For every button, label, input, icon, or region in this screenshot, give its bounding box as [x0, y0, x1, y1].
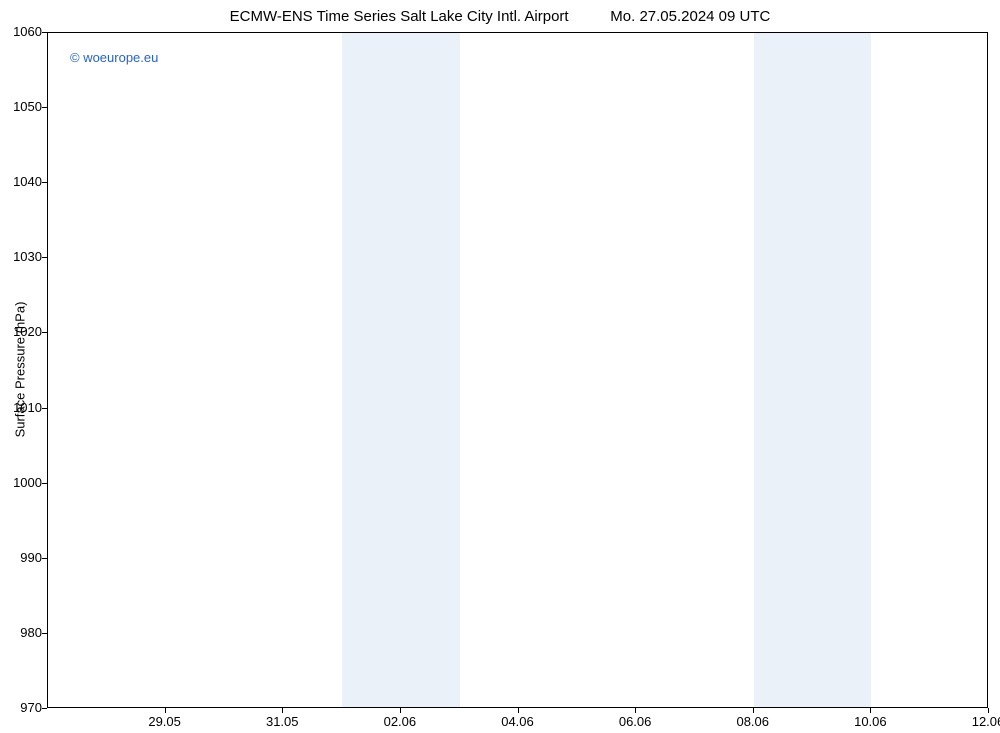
y-tick-mark	[42, 708, 47, 709]
x-tick-label: 29.05	[135, 714, 195, 729]
y-tick-label: 990	[2, 550, 42, 565]
x-tick-mark	[753, 708, 754, 713]
x-tick-label: 08.06	[723, 714, 783, 729]
y-tick-mark	[42, 633, 47, 634]
y-tick-label: 1000	[2, 475, 42, 490]
y-tick-label: 1030	[2, 249, 42, 264]
y-tick-mark	[42, 257, 47, 258]
y-tick-mark	[42, 182, 47, 183]
watermark-text: © woeurope.eu	[70, 50, 158, 65]
x-tick-label: 12.06	[958, 714, 1000, 729]
x-tick-label: 06.06	[605, 714, 665, 729]
weekend-band	[342, 33, 460, 707]
plot-area	[47, 32, 988, 708]
y-tick-mark	[42, 332, 47, 333]
x-tick-mark	[870, 708, 871, 713]
y-tick-label: 1010	[2, 400, 42, 415]
y-tick-mark	[42, 32, 47, 33]
pressure-chart: ECMW-ENS Time Series Salt Lake City Intl…	[0, 0, 1000, 733]
x-tick-mark	[988, 708, 989, 713]
y-tick-mark	[42, 483, 47, 484]
y-tick-mark	[42, 408, 47, 409]
x-tick-label: 04.06	[488, 714, 548, 729]
x-tick-mark	[165, 708, 166, 713]
x-tick-mark	[635, 708, 636, 713]
x-tick-mark	[400, 708, 401, 713]
x-tick-mark	[282, 708, 283, 713]
y-axis-label: Surface Pressure (hPa)	[13, 290, 28, 450]
x-tick-label: 02.06	[370, 714, 430, 729]
y-tick-mark	[42, 107, 47, 108]
x-tick-label: 10.06	[840, 714, 900, 729]
x-tick-mark	[518, 708, 519, 713]
y-tick-mark	[42, 558, 47, 559]
y-tick-label: 970	[2, 700, 42, 715]
y-tick-label: 1060	[2, 24, 42, 39]
y-tick-label: 1050	[2, 99, 42, 114]
y-tick-label: 980	[2, 625, 42, 640]
y-tick-label: 1040	[2, 174, 42, 189]
weekend-band	[754, 33, 872, 707]
y-tick-label: 1020	[2, 324, 42, 339]
x-tick-label: 31.05	[252, 714, 312, 729]
chart-title: ECMW-ENS Time Series Salt Lake City Intl…	[0, 8, 1000, 25]
